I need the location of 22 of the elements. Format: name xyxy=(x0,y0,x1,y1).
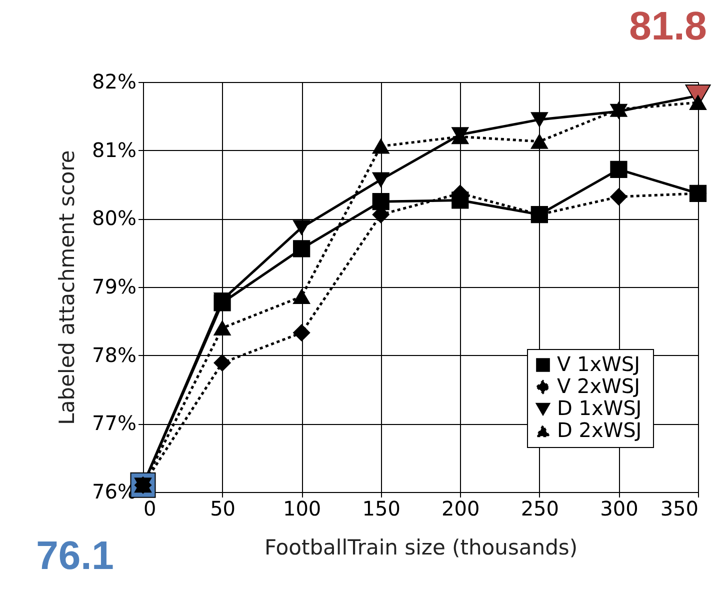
y-tick-label: 77% xyxy=(92,411,136,436)
legend-label: V 1xWSJ xyxy=(557,352,640,376)
legend-label: D 1xWSJ xyxy=(557,396,642,420)
y-tick-label: 78% xyxy=(92,342,136,367)
y-axis-title: Labeled attachment score xyxy=(55,150,80,425)
y-tick-label: 80% xyxy=(92,206,136,230)
x-tick-label: 150 xyxy=(362,496,400,520)
x-axis-title: FootballTrain size (thousands) xyxy=(264,536,578,560)
x-tick-label: 0 xyxy=(144,496,156,520)
x-tick-label: 50 xyxy=(210,496,236,520)
legend-label: D 2xWSJ xyxy=(557,418,642,442)
x-tick-label: 100 xyxy=(282,496,322,520)
x-tick-label: 250 xyxy=(520,496,560,520)
annotation: 81.8 xyxy=(629,4,707,49)
legend-label: V 2xWSJ xyxy=(557,374,640,398)
y-tick-label: 81% xyxy=(92,138,136,162)
x-tick-label: 300 xyxy=(600,496,638,520)
x-tick-label: 200 xyxy=(442,496,480,520)
y-tick-label: 82% xyxy=(92,70,136,94)
y-tick-label: 79% xyxy=(92,274,136,298)
x-tick-label: 350 xyxy=(660,496,698,520)
annotation: 76.1 xyxy=(36,534,114,578)
